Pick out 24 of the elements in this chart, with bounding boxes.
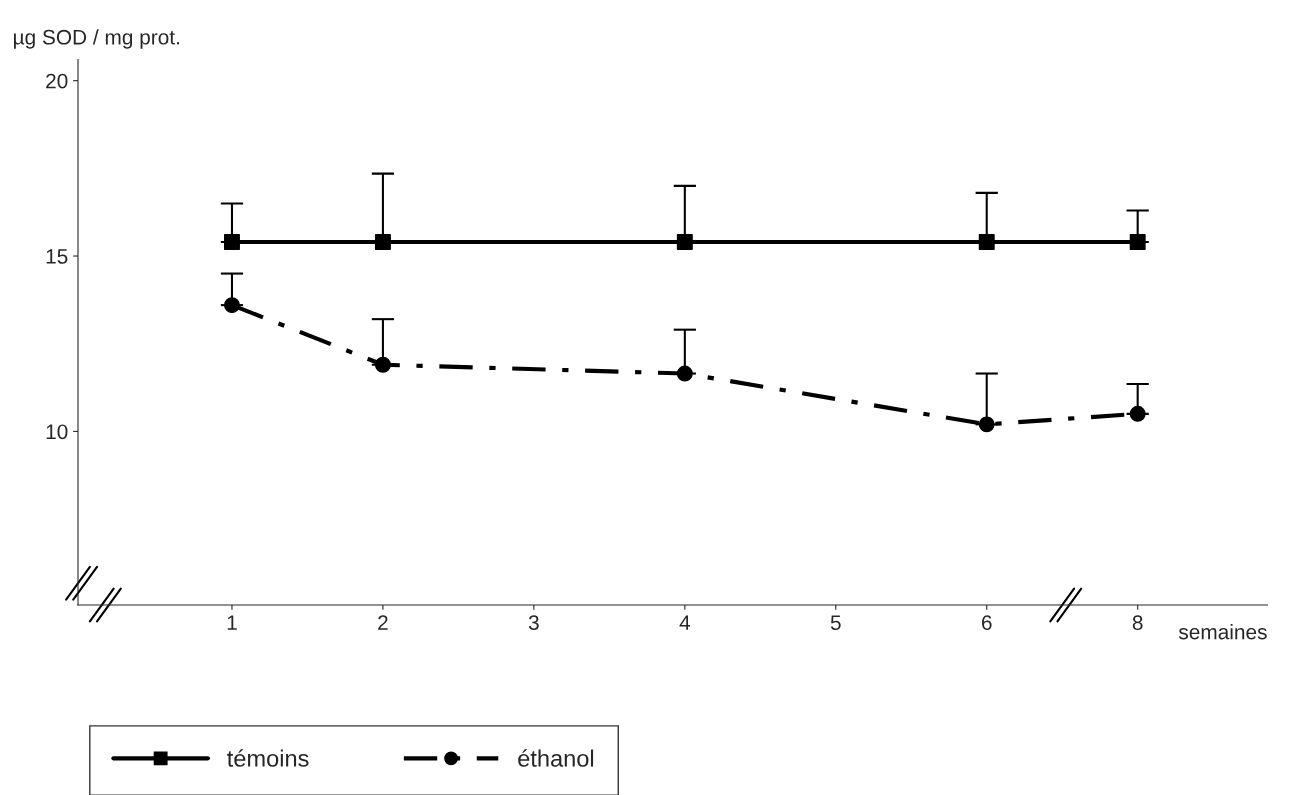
x-tick-label: 6 bbox=[981, 615, 992, 631]
point bbox=[676, 365, 693, 382]
point bbox=[374, 234, 391, 250]
x-tick-label: 1 bbox=[227, 615, 237, 630]
point bbox=[978, 416, 995, 433]
point bbox=[1129, 234, 1146, 250]
y-tick-label: 10 bbox=[46, 424, 68, 440]
point bbox=[223, 297, 240, 314]
x-tick-label: 4 bbox=[679, 615, 691, 630]
y-tick-label: 20 bbox=[46, 73, 68, 89]
point bbox=[223, 234, 240, 250]
point bbox=[676, 234, 693, 250]
legend-label: éthanol bbox=[518, 749, 594, 767]
x-tick-label: 5 bbox=[830, 615, 841, 631]
y-tick-label: 15 bbox=[46, 249, 68, 264]
legend-label: témoins bbox=[227, 749, 309, 767]
x-tick-label: 3 bbox=[528, 615, 539, 631]
x-axis-title: semaines bbox=[1178, 624, 1267, 640]
x-tick-label: 8 bbox=[1132, 615, 1143, 631]
point bbox=[374, 356, 391, 373]
y-axis-title: µg SOD / mg prot. bbox=[14, 29, 179, 49]
x-tick-label: 2 bbox=[378, 615, 388, 630]
point bbox=[978, 234, 995, 250]
point bbox=[1129, 405, 1146, 422]
